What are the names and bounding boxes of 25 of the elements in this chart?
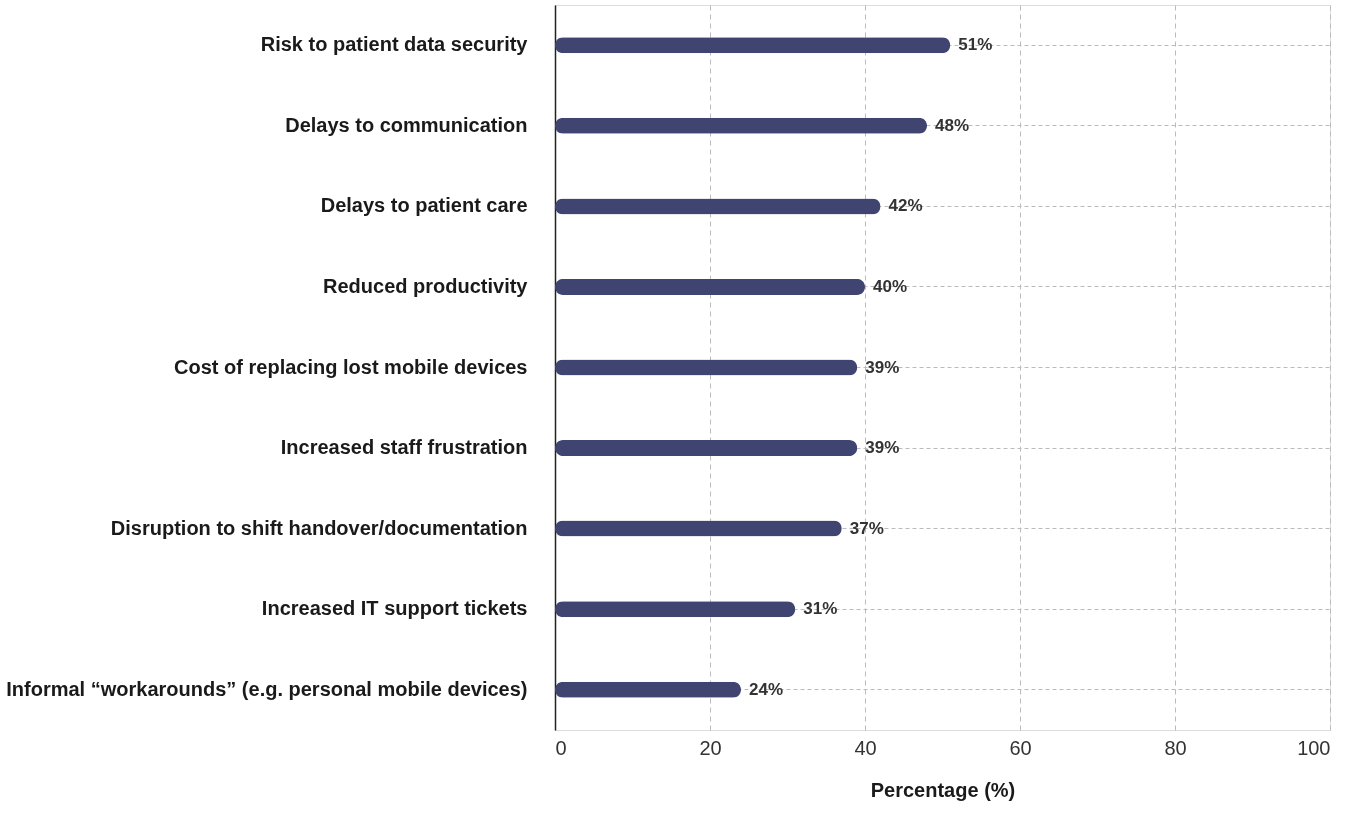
y-tick-label: Delays to communication — [285, 113, 528, 136]
y-tick-label: Risk to patient data security — [260, 33, 529, 56]
x-tick-label: 80 — [1164, 736, 1187, 759]
data-label: 51% — [958, 35, 993, 55]
y-tick-label: Reduced productivity — [323, 274, 529, 297]
data-label: 24% — [749, 679, 784, 699]
x-tick-label: 40 — [854, 736, 877, 759]
x-axis-title: Percentage (%) — [870, 778, 1016, 801]
y-tick-label: Delays to patient care — [320, 194, 528, 217]
data-label: 39% — [865, 438, 900, 458]
y-tick-label: Increased IT support tickets — [261, 597, 528, 620]
data-label: 40% — [873, 276, 908, 296]
data-label: 37% — [849, 518, 884, 538]
y-tick-label: Disruption to shift handover/documentation — [110, 516, 528, 539]
data-label: 42% — [888, 196, 923, 216]
y-tick-label: Increased staff frustration — [280, 436, 528, 459]
x-tick-label: 20 — [699, 736, 722, 759]
x-tick-label: 100 — [1297, 736, 1331, 759]
data-label: 39% — [865, 357, 900, 377]
x-tick-label: 60 — [1009, 736, 1032, 759]
data-label: 48% — [935, 115, 970, 135]
y-tick-label: Informal “workarounds” (e.g. personal mobile devices) — [6, 677, 528, 700]
y-tick-label: Cost of replacing lost mobile devices — [174, 355, 528, 378]
x-tick-label: 0 — [555, 736, 567, 759]
data-label: 31% — [803, 599, 838, 619]
